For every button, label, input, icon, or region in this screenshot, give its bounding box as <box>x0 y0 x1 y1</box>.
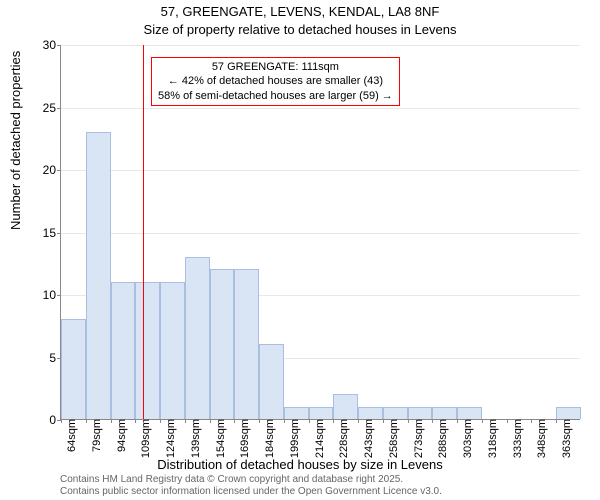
footer-line1: Contains HM Land Registry data © Crown c… <box>60 474 442 486</box>
histogram-bar <box>457 407 482 420</box>
x-tick-label: 139sqm <box>187 419 202 458</box>
histogram-bar <box>259 344 284 419</box>
x-tick-mark <box>86 419 87 423</box>
y-tick-label: 10 <box>43 288 61 302</box>
histogram-bar <box>408 407 433 420</box>
y-gridline <box>61 45 580 46</box>
x-tick-mark <box>185 419 186 423</box>
histogram-bar <box>160 282 185 420</box>
chart-title-line1: 57, GREENGATE, LEVENS, KENDAL, LA8 8NF <box>0 4 600 19</box>
y-tick-label: 5 <box>49 351 61 365</box>
x-tick-mark <box>358 419 359 423</box>
x-tick-mark <box>160 419 161 423</box>
y-tick-label: 15 <box>43 226 61 240</box>
x-tick-mark <box>482 419 483 423</box>
y-gridline <box>61 170 580 171</box>
x-tick-label: 303sqm <box>459 419 474 458</box>
histogram-bar <box>185 257 210 420</box>
y-tick-label: 0 <box>49 413 61 427</box>
x-tick-label: 79sqm <box>88 419 103 452</box>
annotation-line1: 57 GREENGATE: 111sqm <box>158 60 393 74</box>
histogram-bar <box>432 407 457 420</box>
reference-line <box>143 45 144 419</box>
footer-attribution: Contains HM Land Registry data © Crown c… <box>60 474 442 498</box>
x-tick-label: 94sqm <box>113 419 128 452</box>
y-tick-label: 30 <box>43 38 61 52</box>
annotation-box: 57 GREENGATE: 111sqm← 42% of detached ho… <box>151 57 400 106</box>
annotation-line3: 58% of semi-detached houses are larger (… <box>158 89 393 103</box>
y-gridline <box>61 233 580 234</box>
x-tick-label: 333sqm <box>509 419 524 458</box>
y-gridline <box>61 108 580 109</box>
histogram-bar <box>135 282 160 420</box>
x-tick-mark <box>408 419 409 423</box>
histogram-bar <box>210 269 235 419</box>
x-tick-label: 288sqm <box>434 419 449 458</box>
x-axis-label: Distribution of detached houses by size … <box>0 457 600 472</box>
x-tick-mark <box>507 419 508 423</box>
histogram-bar <box>234 269 259 419</box>
chart-container: 57, GREENGATE, LEVENS, KENDAL, LA8 8NF S… <box>0 0 600 500</box>
x-tick-label: 348sqm <box>533 419 548 458</box>
x-tick-mark <box>383 419 384 423</box>
x-tick-label: 243sqm <box>360 419 375 458</box>
x-tick-label: 363sqm <box>558 419 573 458</box>
histogram-bar <box>333 394 358 419</box>
x-tick-label: 258sqm <box>385 419 400 458</box>
plot-area: 05101520253064sqm79sqm94sqm109sqm124sqm1… <box>60 45 580 420</box>
y-tick-label: 20 <box>43 163 61 177</box>
x-tick-label: 109sqm <box>137 419 152 458</box>
x-tick-mark <box>309 419 310 423</box>
x-tick-mark <box>284 419 285 423</box>
x-tick-mark <box>259 419 260 423</box>
histogram-bar <box>358 407 383 420</box>
histogram-bar <box>556 407 581 420</box>
histogram-bar <box>61 319 86 419</box>
x-tick-label: 199sqm <box>286 419 301 458</box>
x-tick-mark <box>210 419 211 423</box>
x-tick-mark <box>61 419 62 423</box>
x-tick-label: 169sqm <box>236 419 251 458</box>
histogram-bar <box>111 282 136 420</box>
x-tick-label: 228sqm <box>335 419 350 458</box>
y-tick-label: 25 <box>43 101 61 115</box>
histogram-bar <box>284 407 309 420</box>
histogram-bar <box>383 407 408 420</box>
x-tick-label: 273sqm <box>410 419 425 458</box>
x-tick-label: 154sqm <box>212 419 227 458</box>
x-tick-mark <box>111 419 112 423</box>
x-tick-label: 64sqm <box>63 419 78 452</box>
footer-line2: Contains public sector information licen… <box>60 486 442 498</box>
histogram-bar <box>309 407 334 420</box>
x-tick-label: 318sqm <box>484 419 499 458</box>
x-tick-label: 214sqm <box>311 419 326 458</box>
x-tick-label: 124sqm <box>162 419 177 458</box>
histogram-bar <box>86 132 111 420</box>
y-axis-label: Number of detached properties <box>8 51 23 230</box>
annotation-line2: ← 42% of detached houses are smaller (43… <box>158 74 393 88</box>
x-tick-label: 184sqm <box>261 419 276 458</box>
chart-title-line2: Size of property relative to detached ho… <box>0 22 600 37</box>
